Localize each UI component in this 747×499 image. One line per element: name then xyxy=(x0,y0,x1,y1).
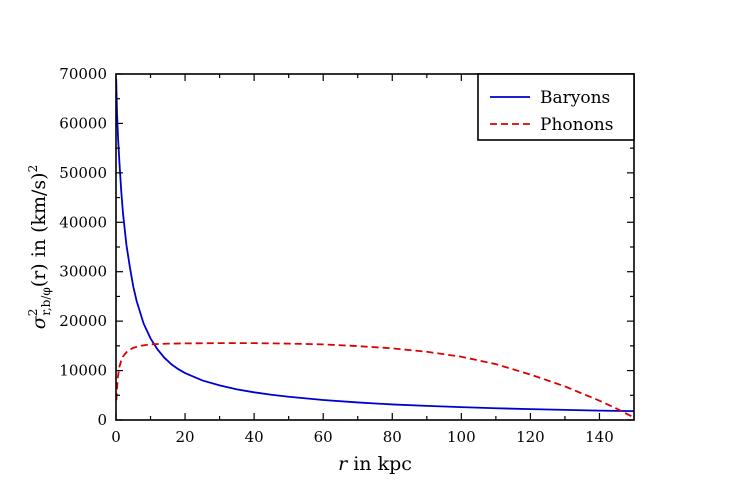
y-tick-label: 40000 xyxy=(59,213,107,231)
series-line-baryons xyxy=(116,78,634,412)
x-tick-label: 100 xyxy=(447,428,476,446)
y-tick-label: 0 xyxy=(97,411,107,429)
y-tick-label: 20000 xyxy=(59,312,107,330)
legend: Baryons Phonons xyxy=(477,73,635,141)
x-axis-rest: in kpc xyxy=(347,453,412,475)
axes: 0 20 40 60 80 100 120 140 0 10000 20000 30000 40000 5… xyxy=(26,65,635,475)
y-axis-sub: r,b/φ xyxy=(39,287,53,315)
x-tick-label: 140 xyxy=(585,428,614,446)
y-axis-arg: (r) in (km/s) xyxy=(28,172,50,287)
legend-label-baryons: Baryons xyxy=(540,88,610,108)
legend-label-phonons: Phonons xyxy=(540,115,613,135)
x-tick-label: 120 xyxy=(516,428,545,446)
y-axis-title: σ2r,b/φ(r) in (km/s)2 xyxy=(26,165,53,329)
y-axis-unit-sup: 2 xyxy=(26,165,40,173)
y-tick-label: 30000 xyxy=(59,263,107,281)
y-axis-sup: 2 xyxy=(26,309,40,317)
y-tick-label: 70000 xyxy=(59,65,107,83)
x-tick-label: 60 xyxy=(314,428,333,446)
y-axis-sigma: σ xyxy=(28,315,50,329)
y-tick-label: 60000 xyxy=(59,114,107,132)
y-tick-label: 10000 xyxy=(59,362,107,380)
x-tick-label: 0 xyxy=(111,428,121,446)
x-tick-label: 20 xyxy=(176,428,195,446)
x-tick-label: 80 xyxy=(383,428,402,446)
x-axis-title: r in kpc xyxy=(338,453,412,475)
x-axis-var: r xyxy=(338,453,349,475)
y-tick-label: 50000 xyxy=(59,164,107,182)
x-tick-label: 40 xyxy=(245,428,264,446)
legend-box xyxy=(477,73,635,141)
plot-area xyxy=(116,78,634,419)
series-line-phonons xyxy=(116,342,634,419)
